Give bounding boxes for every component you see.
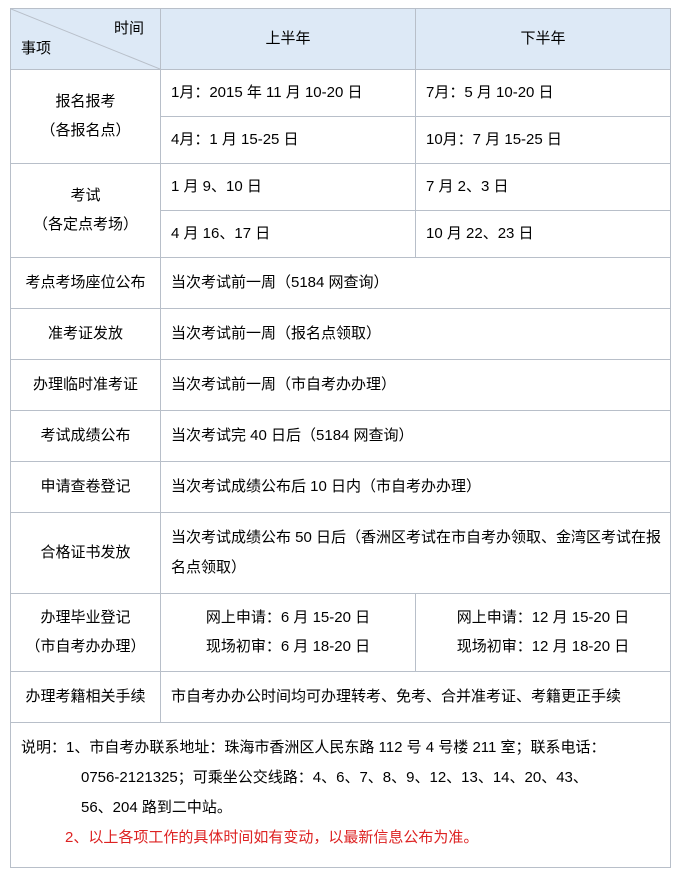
row-cert-label: 合格证书发放 — [11, 513, 161, 594]
row-cert: 合格证书发放 当次考试成绩公布 50 日后（香洲区考试在市自考办领取、金湾区考试… — [11, 513, 671, 594]
row-exam-label: 考试 （各定点考场） — [11, 164, 161, 258]
row-exam-1: 考试 （各定点考场） 1 月 9、10 日 7 月 2、3 日 — [11, 164, 671, 211]
grad-h1-a: 网上申请：6 月 15-20 日 — [169, 604, 407, 633]
row-signup-1: 报名报考 （各报名点） 1月：2015 年 11 月 10-20 日 7月：5 … — [11, 70, 671, 117]
grad-h1: 网上申请：6 月 15-20 日 现场初审：6 月 18-20 日 — [161, 594, 416, 672]
schedule-table: 时间 事项 上半年 下半年 报名报考 （各报名点） 1月：2015 年 11 月… — [10, 8, 671, 868]
row-records: 办理考籍相关手续 市自考办办公时间均可办理转考、免考、合并准考证、考籍更正手续 — [11, 672, 671, 723]
row-seat: 考点考场座位公布 当次考试前一周（5184 网查询） — [11, 258, 671, 309]
header-diag-cell: 时间 事项 — [11, 9, 161, 70]
exam-h1-b: 4 月 16、17 日 — [161, 211, 416, 258]
header-item-label: 事项 — [21, 35, 51, 64]
signup-h1-a: 1月：2015 年 11 月 10-20 日 — [161, 70, 416, 117]
row-grad-label: 办理毕业登记 （市自考办办理） — [11, 594, 161, 672]
note-line1c: 56、204 路到二中站。 — [21, 793, 660, 823]
row-result-label: 考试成绩公布 — [11, 411, 161, 462]
signup-h1-b: 4月：1 月 15-25 日 — [161, 117, 416, 164]
grad-h1-b: 现场初审：6 月 18-20 日 — [169, 633, 407, 662]
row-seat-label: 考点考场座位公布 — [11, 258, 161, 309]
header-second-half: 下半年 — [416, 9, 671, 70]
signup-h2-a: 7月：5 月 10-20 日 — [416, 70, 671, 117]
row-notes: 说明：1、市自考办联系地址：珠海市香洲区人民东路 112 号 4 号楼 211 … — [11, 723, 671, 868]
row-temp-val: 当次考试前一周（市自考办办理） — [161, 360, 671, 411]
signup-h2-b: 10月：7 月 15-25 日 — [416, 117, 671, 164]
header-row: 时间 事项 上半年 下半年 — [11, 9, 671, 70]
row-review-label: 申请查卷登记 — [11, 462, 161, 513]
row-exam-label-l1: 考试 — [19, 182, 152, 211]
row-ticket-label: 准考证发放 — [11, 309, 161, 360]
row-ticket-val: 当次考试前一周（报名点领取） — [161, 309, 671, 360]
row-exam-label-l2: （各定点考场） — [19, 211, 152, 240]
row-records-label: 办理考籍相关手续 — [11, 672, 161, 723]
row-signup-label: 报名报考 （各报名点） — [11, 70, 161, 164]
row-seat-val: 当次考试前一周（5184 网查询） — [161, 258, 671, 309]
grad-h2-a: 网上申请：12 月 15-20 日 — [424, 604, 662, 633]
row-cert-val: 当次考试成绩公布 50 日后（香洲区考试在市自考办领取、金湾区考试在报名点领取） — [161, 513, 671, 594]
exam-h1-a: 1 月 9、10 日 — [161, 164, 416, 211]
exam-h2-b: 10 月 22、23 日 — [416, 211, 671, 258]
header-time-label: 时间 — [114, 15, 144, 44]
row-result-val: 当次考试完 40 日后（5184 网查询） — [161, 411, 671, 462]
row-result: 考试成绩公布 当次考试完 40 日后（5184 网查询） — [11, 411, 671, 462]
note-line1: 说明：1、市自考办联系地址：珠海市香洲区人民东路 112 号 4 号楼 211 … — [21, 733, 660, 763]
row-temp: 办理临时准考证 当次考试前一周（市自考办办理） — [11, 360, 671, 411]
row-temp-label: 办理临时准考证 — [11, 360, 161, 411]
grad-h2-b: 现场初审：12 月 18-20 日 — [424, 633, 662, 662]
row-review-val: 当次考试成绩公布后 10 日内（市自考办办理） — [161, 462, 671, 513]
row-grad: 办理毕业登记 （市自考办办理） 网上申请：6 月 15-20 日 现场初审：6 … — [11, 594, 671, 672]
schedule-table-container: 时间 事项 上半年 下半年 报名报考 （各报名点） 1月：2015 年 11 月… — [10, 8, 670, 868]
header-first-half: 上半年 — [161, 9, 416, 70]
row-grad-label-l1: 办理毕业登记 — [19, 604, 152, 633]
row-signup-label-l2: （各报名点） — [19, 117, 152, 146]
row-records-val: 市自考办办公时间均可办理转考、免考、合并准考证、考籍更正手续 — [161, 672, 671, 723]
grad-h2: 网上申请：12 月 15-20 日 现场初审：12 月 18-20 日 — [416, 594, 671, 672]
row-grad-label-l2: （市自考办办理） — [19, 633, 152, 662]
row-review: 申请查卷登记 当次考试成绩公布后 10 日内（市自考办办理） — [11, 462, 671, 513]
notes-cell: 说明：1、市自考办联系地址：珠海市香洲区人民东路 112 号 4 号楼 211 … — [11, 723, 671, 868]
exam-h2-a: 7 月 2、3 日 — [416, 164, 671, 211]
note-line2: 2、以上各项工作的具体时间如有变动，以最新信息公布为准。 — [21, 823, 660, 853]
note-line1b: 0756-2121325；可乘坐公交线路：4、6、7、8、9、12、13、14、… — [21, 763, 660, 793]
row-signup-label-l1: 报名报考 — [19, 88, 152, 117]
row-ticket: 准考证发放 当次考试前一周（报名点领取） — [11, 309, 671, 360]
